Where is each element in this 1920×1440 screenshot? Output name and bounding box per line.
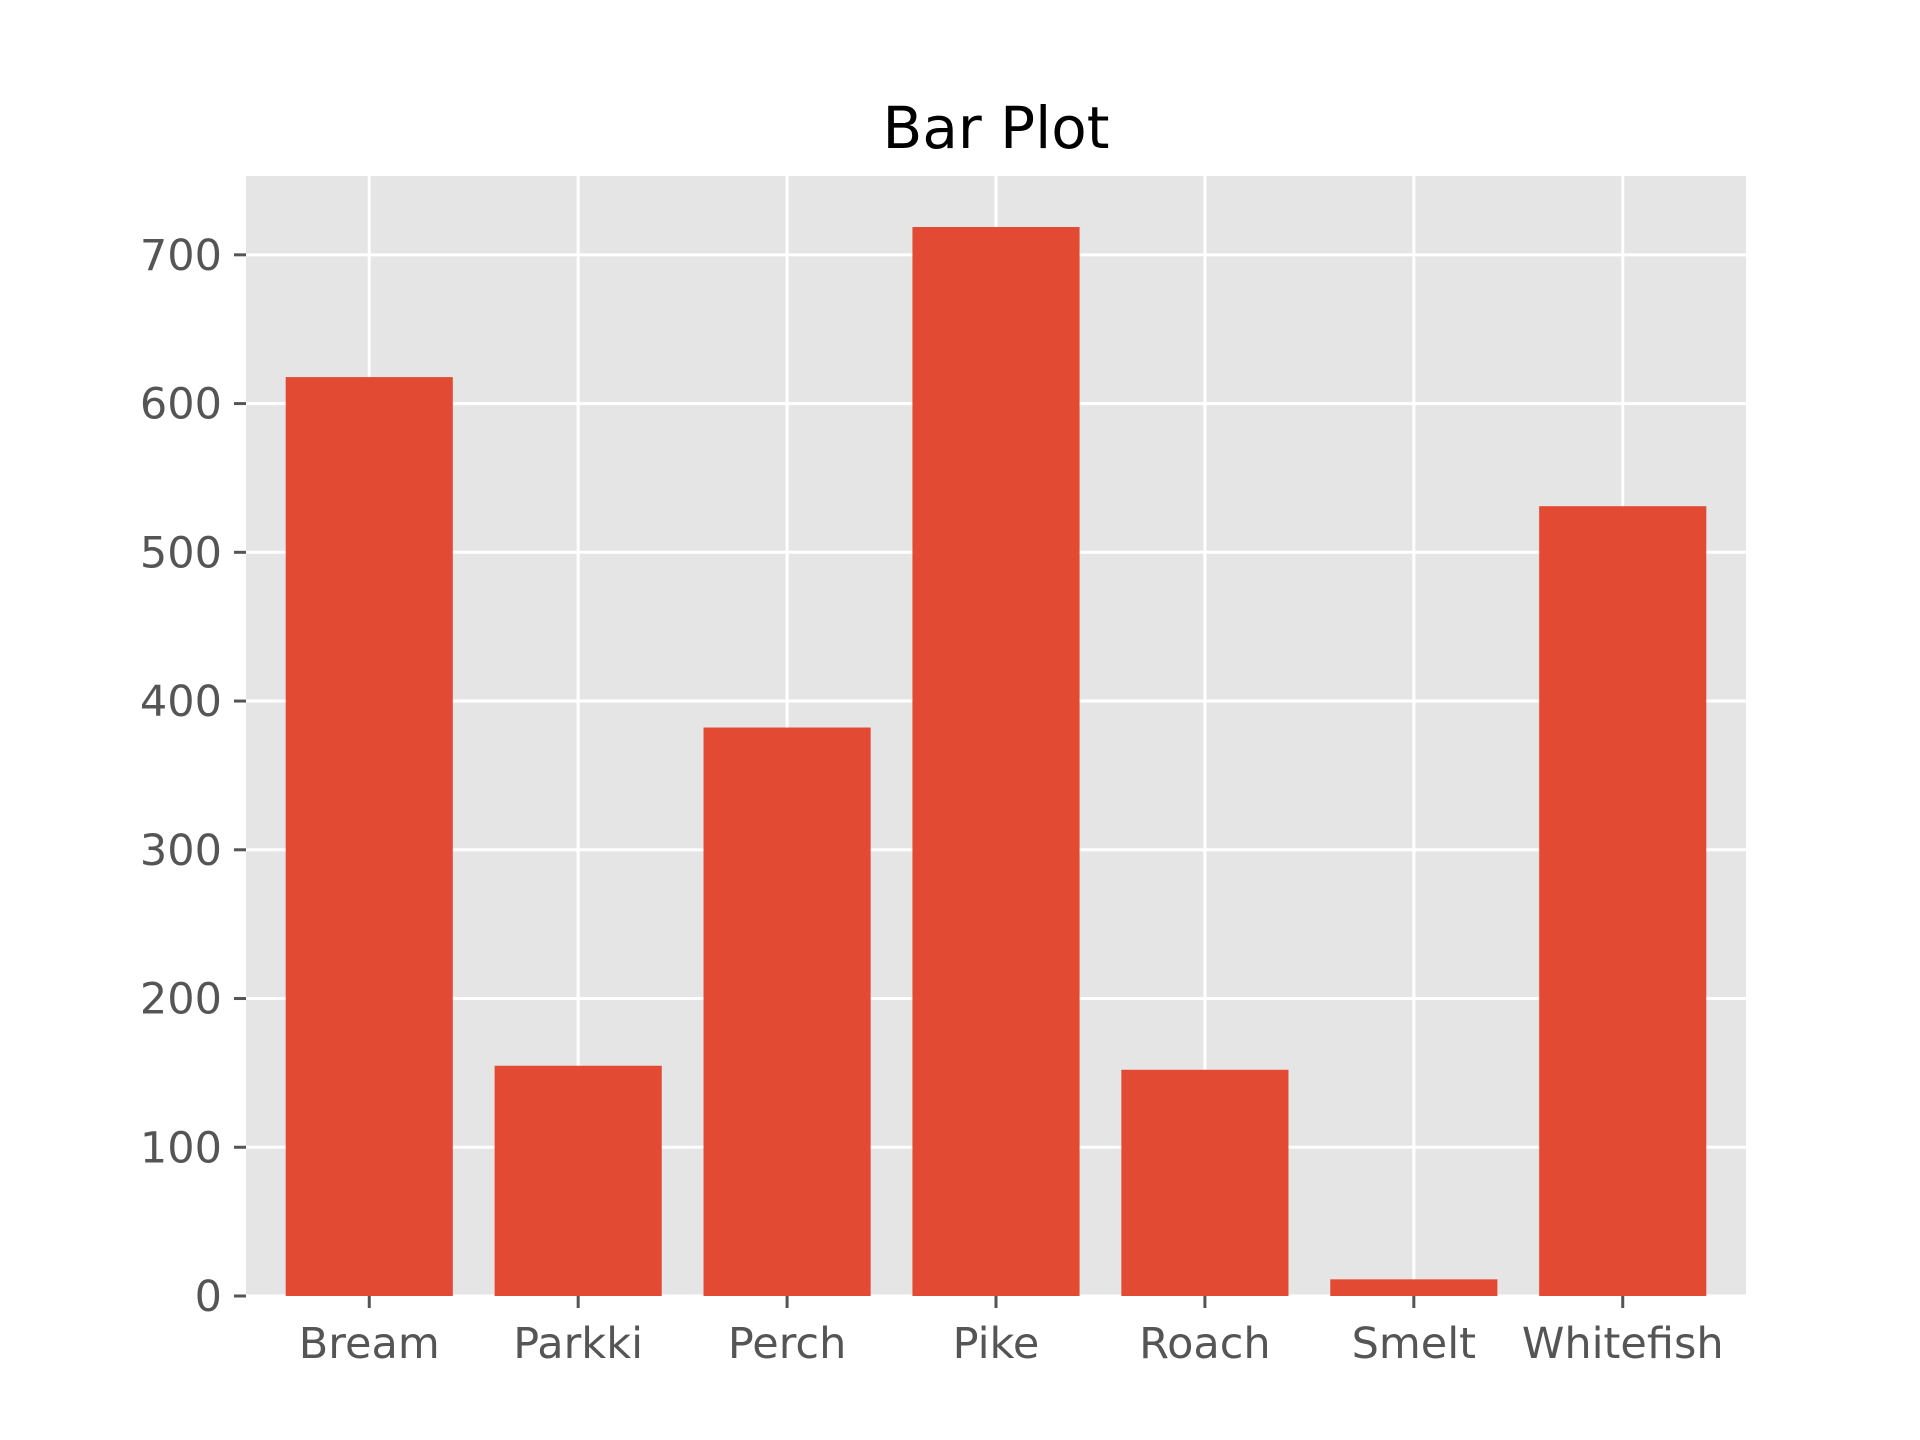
y-tick-label: 700 — [140, 231, 222, 281]
x-tick-label: Smelt — [1352, 1319, 1476, 1369]
bar-roach — [1121, 1069, 1289, 1296]
x-tick-label: Pike — [953, 1319, 1040, 1369]
bar-perch — [703, 727, 871, 1296]
bar-parkki — [494, 1065, 662, 1296]
bar-whitefish — [1539, 506, 1707, 1296]
chart-title: Bar Plot — [883, 94, 1110, 162]
y-tick-label: 400 — [140, 677, 222, 727]
x-tick-label: Parkki — [513, 1319, 643, 1369]
y-tick-label: 0 — [195, 1272, 222, 1322]
x-axis-ticks: Bream Parkki Perch Pike Roach Smelt Whitefish — [299, 1296, 1724, 1369]
x-tick-label: Perch — [728, 1319, 846, 1369]
bars — [285, 227, 1707, 1297]
y-tick-label: 600 — [140, 380, 222, 430]
bar-bream — [285, 377, 453, 1296]
x-tick-label: Bream — [299, 1319, 440, 1369]
bar-smelt — [1330, 1279, 1498, 1296]
y-axis-ticks: 0 100 200 300 400 500 600 700 — [140, 231, 246, 1322]
y-tick-label: 300 — [140, 826, 222, 876]
x-tick-label: Whitefish — [1522, 1319, 1724, 1369]
y-tick-label: 100 — [140, 1123, 222, 1173]
y-tick-label: 500 — [140, 528, 222, 578]
y-tick-label: 200 — [140, 975, 222, 1025]
x-tick-label: Roach — [1139, 1319, 1271, 1369]
bar-pike — [912, 227, 1080, 1297]
